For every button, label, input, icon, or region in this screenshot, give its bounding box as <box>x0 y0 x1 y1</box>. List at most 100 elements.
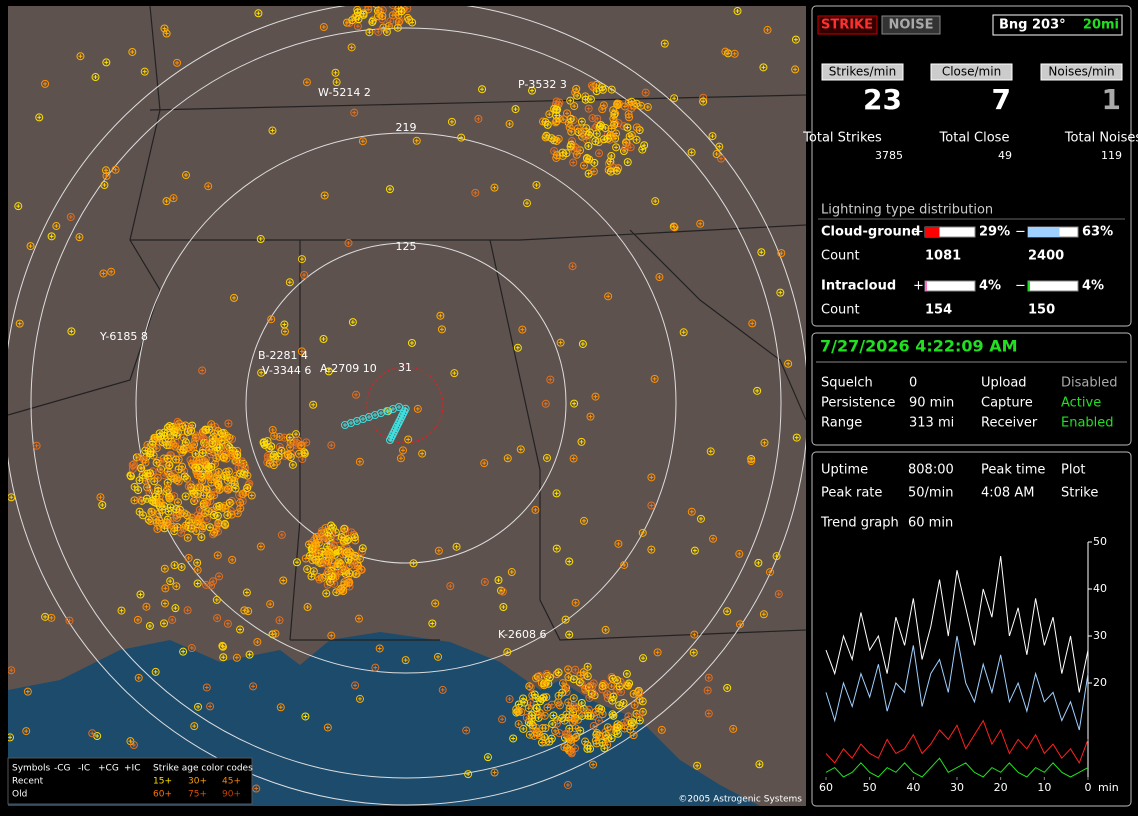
strike-symbol <box>218 429 227 438</box>
strike-symbol <box>522 713 531 722</box>
strike-symbol <box>297 347 306 356</box>
strike-symbol <box>210 528 219 537</box>
strike-symbol <box>576 726 585 735</box>
strike-symbol <box>247 491 256 500</box>
strike-symbol <box>378 12 387 21</box>
strike-symbol <box>498 587 507 596</box>
strike-symbol <box>183 533 192 542</box>
strike-symbol <box>359 9 368 18</box>
legend-text: Symbols <box>12 764 51 774</box>
strike-symbol <box>579 668 588 677</box>
strike-symbol <box>480 459 489 468</box>
strike-symbol <box>142 602 151 611</box>
strike-symbol <box>254 9 263 18</box>
strike-symbol <box>577 117 586 126</box>
rate-button[interactable] <box>1040 63 1123 81</box>
strike-symbol <box>134 453 143 461</box>
strike-symbol <box>252 784 261 793</box>
strike-symbol <box>222 431 231 440</box>
strike-symbol <box>166 494 175 502</box>
station-label: B-2281 4 <box>258 349 308 362</box>
strike-symbol <box>552 544 561 553</box>
strike-symbol <box>164 507 173 516</box>
strike-symbol <box>143 469 152 478</box>
strike-symbol <box>148 496 157 505</box>
strike-symbol <box>549 711 558 720</box>
setting: Persistence <box>821 396 895 411</box>
legend-text: 30+ <box>188 777 207 787</box>
strike-symbol <box>194 702 203 711</box>
strike-symbol <box>525 730 534 739</box>
strike-symbol <box>564 698 573 707</box>
count: 2400 <box>1028 249 1064 264</box>
strike-symbol <box>160 599 169 608</box>
strike-symbol <box>505 119 514 128</box>
type-name: Intracloud <box>821 279 896 294</box>
strike-symbol <box>179 523 188 532</box>
strike-symbol <box>586 681 595 690</box>
strike-symbol <box>145 621 154 630</box>
strike-symbol <box>563 780 572 789</box>
strike-symbol <box>231 484 240 493</box>
strike-symbol <box>543 453 552 462</box>
strike-symbol <box>206 450 215 459</box>
strike-symbol <box>357 565 366 574</box>
strike-symbol <box>586 128 595 137</box>
strike-symbol <box>690 546 699 555</box>
strike-symbol <box>228 555 237 564</box>
strike-symbol <box>265 444 274 453</box>
strike-symbol <box>240 461 249 470</box>
strike-symbol <box>193 579 202 588</box>
strike-symbol <box>763 25 772 34</box>
strike-symbol <box>604 292 613 301</box>
strike-symbol <box>355 457 364 466</box>
strike-symbol <box>584 169 593 178</box>
strike-symbol <box>721 47 730 56</box>
strike-symbol <box>589 760 598 769</box>
strike-button[interactable] <box>817 15 878 35</box>
strike-symbol <box>169 194 178 203</box>
strike-symbol <box>41 612 50 621</box>
station-label: A-2709 10 <box>320 362 377 375</box>
noise-button[interactable] <box>881 15 941 35</box>
strike-symbol <box>190 436 199 445</box>
strike-symbol <box>354 614 363 623</box>
strike-symbol <box>518 325 527 334</box>
strike-symbol <box>531 505 540 514</box>
strike-symbol <box>507 568 516 577</box>
strike-symbol <box>696 219 705 228</box>
strike-symbol <box>608 710 617 719</box>
strike-symbol <box>588 114 597 123</box>
range-label: 219 <box>396 121 417 134</box>
strike-symbol <box>620 560 629 569</box>
strike-symbol <box>717 154 726 163</box>
strike-symbol <box>185 518 194 527</box>
strike-symbol <box>232 653 241 662</box>
strike-symbol <box>134 486 143 495</box>
copyright: ©2005 Astrogenic Systems <box>678 795 802 805</box>
rate-button[interactable] <box>821 63 904 81</box>
strike-symbol <box>706 447 715 456</box>
strike-symbol <box>309 567 318 576</box>
strike-symbol <box>350 533 359 542</box>
strike-symbol <box>552 136 561 145</box>
strike-symbol <box>158 505 167 514</box>
strike-symbol <box>184 443 193 452</box>
strike-symbol <box>603 740 612 749</box>
strike-symbol <box>52 222 61 231</box>
strike-symbol <box>526 683 535 692</box>
strike-symbol <box>709 534 718 543</box>
strike-symbol <box>480 577 489 586</box>
strike-symbol <box>219 453 228 462</box>
setting: Enabled <box>1061 416 1114 431</box>
strike-symbol <box>169 513 178 522</box>
strike-symbol <box>302 438 311 447</box>
trend-value: 60 min <box>908 516 953 531</box>
strike-symbol <box>401 656 410 665</box>
setting: Capture <box>981 396 1033 411</box>
percent: 4% <box>979 279 1001 294</box>
percent: 63% <box>1082 225 1113 240</box>
rate-button[interactable] <box>930 63 1013 81</box>
stat: Plot <box>1061 463 1086 478</box>
strike-symbol <box>204 182 213 191</box>
